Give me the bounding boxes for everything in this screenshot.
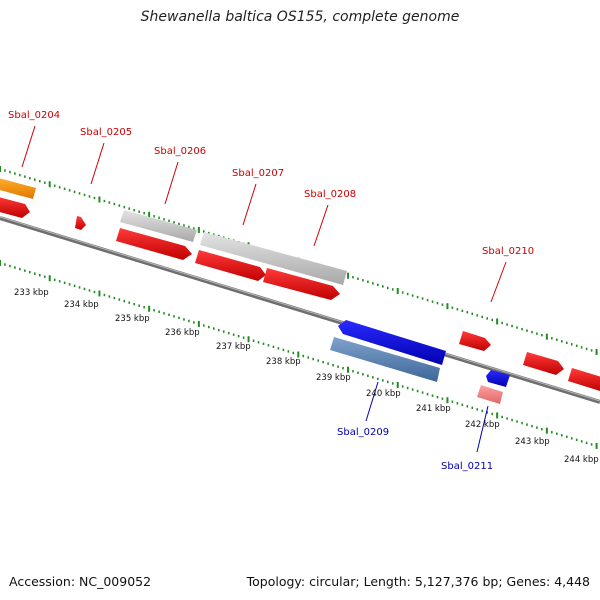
gene-feature-grey — [120, 210, 197, 242]
label-leader — [476, 405, 489, 453]
scale-label: 235 kbp — [115, 314, 150, 324]
gene-label: Sbal_0211 — [441, 461, 493, 472]
gene-feature-red — [116, 228, 192, 260]
gene-feature-blue — [338, 320, 446, 365]
label-leader — [164, 161, 179, 205]
gene-feature-red — [0, 197, 30, 218]
scale-label: 238 kbp — [266, 357, 301, 367]
genome-backbone-highlight — [0, 216, 600, 402]
gene-label: Sbal_0207 — [232, 168, 284, 179]
gene-feature-red — [195, 250, 266, 281]
gene-feature-grey — [200, 232, 347, 285]
gene-label: Sbal_0210 — [482, 246, 534, 257]
topology-text: Topology: circular; Length: 5,127,376 bp… — [246, 574, 590, 589]
scale-label: 242 kbp — [465, 420, 500, 430]
gene-label: Sbal_0204 — [8, 110, 60, 121]
gene-label: Sbal_0209 — [337, 427, 389, 438]
accession-text: Accession: NC_009052 — [9, 574, 152, 589]
label-leader — [242, 183, 257, 226]
gene-feature-red — [568, 368, 600, 392]
label-leader — [313, 204, 329, 247]
genome-backbone — [0, 216, 600, 404]
gene-label: Sbal_0206 — [154, 146, 206, 157]
gene-feature-red — [459, 331, 491, 351]
scale-label: 244 kbp — [564, 455, 599, 465]
gene-feature-red — [523, 352, 564, 375]
gene-label: Sbal_0205 — [80, 127, 132, 138]
scale-label: 236 kbp — [165, 328, 200, 338]
gene-feature-steelblue — [330, 337, 440, 382]
gene-feature-red — [263, 268, 340, 300]
gene-feature-pink — [477, 385, 503, 404]
scale-label: 233 kbp — [14, 288, 49, 298]
scale-label: 237 kbp — [216, 342, 251, 352]
scale-label: 234 kbp — [64, 300, 99, 310]
gene-label: Sbal_0208 — [304, 189, 356, 200]
gene-feature-blue — [486, 370, 510, 387]
label-leader — [490, 261, 507, 303]
label-leader — [90, 142, 105, 185]
scale-label: 239 kbp — [316, 373, 351, 383]
label-leader — [21, 125, 36, 168]
inner-tick-ring — [0, 260, 598, 449]
scale-label: 241 kbp — [416, 404, 451, 414]
map-title: Shewanella baltica OS155, complete genom… — [140, 9, 460, 25]
gene-feature-red — [75, 216, 86, 230]
scale-label: 240 kbp — [366, 389, 401, 399]
scale-label: 243 kbp — [515, 437, 550, 447]
label-leader — [365, 381, 379, 422]
gene-feature-orange — [0, 178, 36, 199]
